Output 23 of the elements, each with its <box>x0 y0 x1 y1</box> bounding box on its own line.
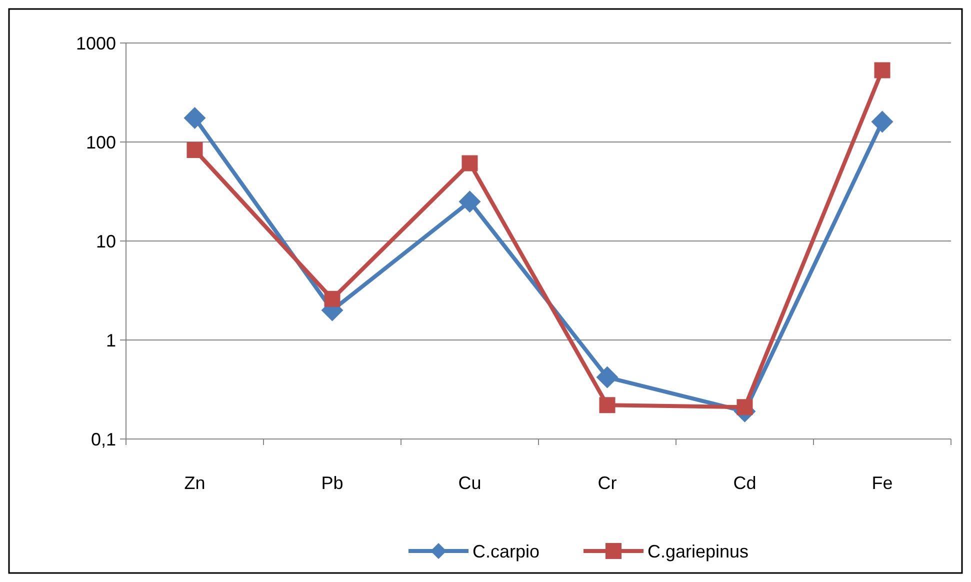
legend-label: C.gariepinus <box>648 541 749 562</box>
point <box>599 397 616 414</box>
x-tick-label: Cu <box>458 473 482 493</box>
point <box>324 290 340 307</box>
legend-label: C.carpio <box>472 541 540 562</box>
point <box>871 110 894 133</box>
y-tick-label: 1 <box>106 330 116 350</box>
x-tick-label: Cr <box>598 473 617 493</box>
point <box>186 142 203 158</box>
point <box>458 190 481 213</box>
x-tick-label: Pb <box>321 473 344 493</box>
x-tick-label: Fe <box>872 473 893 493</box>
y-tick-label: 100 <box>86 132 116 152</box>
point <box>184 106 206 129</box>
point <box>596 366 618 388</box>
point <box>462 155 478 172</box>
point <box>736 399 753 416</box>
point <box>874 62 890 78</box>
x-tick-label: Zn <box>184 473 206 493</box>
x-tick-label: Cd <box>733 473 756 493</box>
y-tick-label: 1000 <box>76 33 116 54</box>
y-tick-label: 0,1 <box>90 429 116 450</box>
y-tick-label: 10 <box>96 231 116 252</box>
